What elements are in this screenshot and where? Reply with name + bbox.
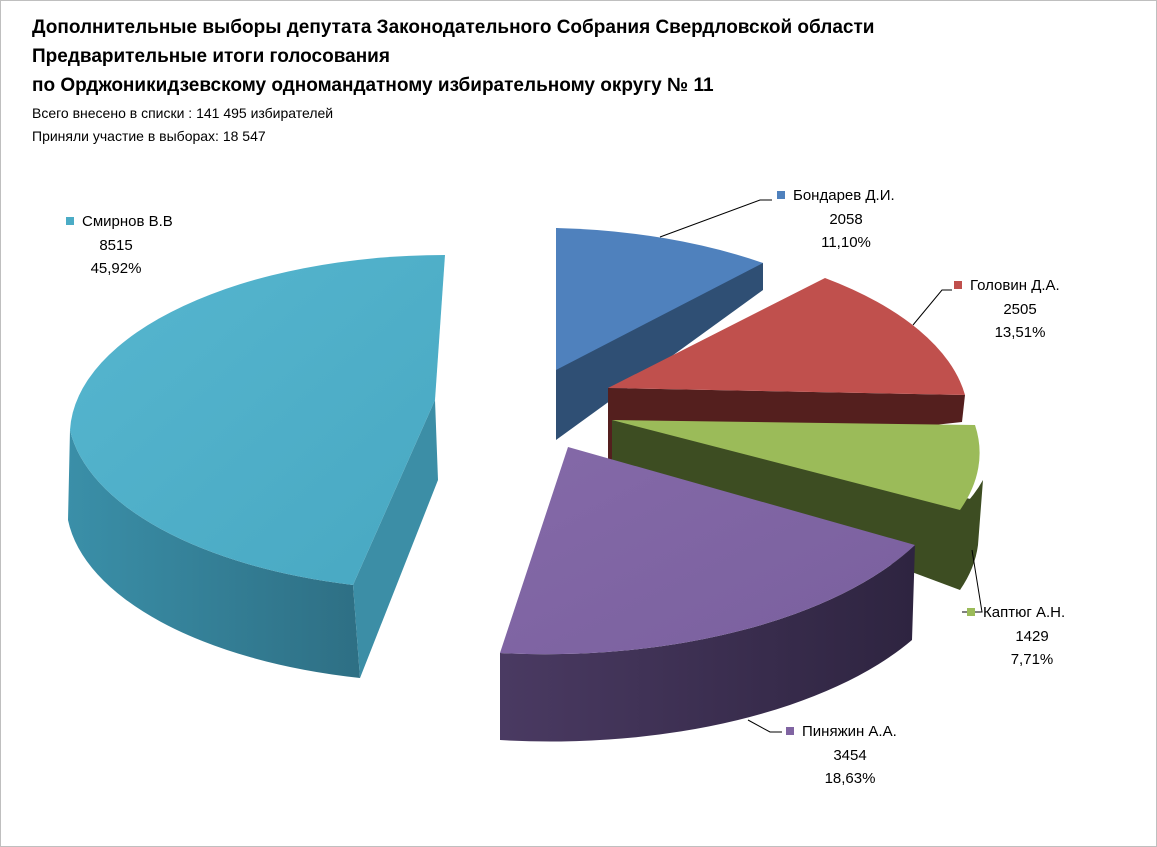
- label-golovin-percent: 13,51%: [995, 324, 1046, 341]
- label-smirnov-name: Смирнов В.В: [82, 213, 173, 230]
- legend-key-kaptyug: [967, 608, 975, 616]
- label-kaptyug-name: Каптюг А.Н.: [983, 604, 1065, 621]
- label-bondarev-value: 2058: [829, 211, 862, 228]
- label-pinyazhin-value: 3454: [833, 747, 866, 764]
- chart-title-line-3: по Орджоникидзевскому одномандатному изб…: [32, 75, 714, 96]
- label-pinyazhin-name: Пиняжин А.А.: [802, 723, 897, 740]
- legend-key-pinyazhin: [786, 727, 794, 735]
- label-golovin-value: 2505: [1003, 301, 1036, 318]
- label-smirnov-percent: 45,92%: [91, 260, 142, 277]
- slice-bondarev: [556, 228, 763, 440]
- leader-line-bondarev: [659, 199, 772, 238]
- chart-subtitle-voters: Всего внесено в списки : 141 495 избират…: [32, 105, 334, 121]
- label-golovin-name: Головин Д.А.: [970, 277, 1060, 294]
- legend-key-golovin: [954, 281, 962, 289]
- label-kaptyug-value: 1429: [1015, 628, 1048, 645]
- chart-title-line-1: Дополнительные выборы депутата Законодат…: [32, 17, 875, 38]
- label-bondarev-name: Бондарев Д.И.: [793, 187, 895, 204]
- label-bondarev-percent: 11,10%: [821, 234, 871, 251]
- leader-line-golovin: [912, 289, 952, 326]
- legend-key-smirnov: [66, 217, 74, 225]
- label-kaptyug-percent: 7,71%: [1011, 651, 1054, 668]
- legend-key-bondarev: [777, 191, 785, 199]
- label-smirnov-value: 8515: [99, 237, 132, 254]
- chart-title-line-2: Предварительные итоги голосования: [32, 46, 390, 67]
- slice-smirnov: [68, 254, 445, 678]
- leader-line-pinyazhin: [747, 719, 782, 733]
- chart-subtitle-turnout: Приняли участие в выборах: 18 547: [32, 128, 266, 144]
- label-pinyazhin-percent: 18,63%: [825, 770, 876, 787]
- slice-pinyazhin: [500, 447, 915, 742]
